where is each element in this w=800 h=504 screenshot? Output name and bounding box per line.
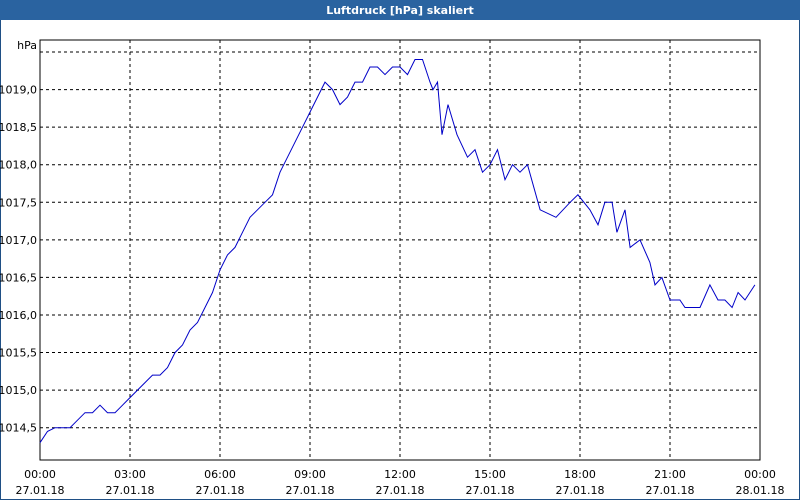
x-tick-date: 27.01.18: [646, 484, 695, 497]
data-line: [39, 59, 756, 443]
x-tick-label: 15:00: [474, 468, 506, 481]
x-tick-date: 27.01.18: [16, 484, 65, 497]
x-tick-date: 28.01.18: [736, 484, 785, 497]
x-tick-label: 00:00: [744, 468, 776, 481]
x-tick-date: 27.01.18: [466, 484, 515, 497]
y-tick-label: 1015,5: [0, 347, 37, 360]
y-tick-label: 1016,5: [0, 271, 37, 284]
y-tick-label: 1016,0: [0, 309, 37, 322]
chart-title: Luftdruck [hPa] skaliert: [326, 4, 474, 17]
x-tick-date: 27.01.18: [286, 484, 335, 497]
x-tick-date: 27.01.18: [376, 484, 425, 497]
x-tick-date: 27.01.18: [106, 484, 155, 497]
y-tick-label: 1018,0: [0, 159, 37, 172]
y-tick-label: hPa: [17, 39, 37, 52]
x-tick-label: 18:00: [564, 468, 596, 481]
x-tick-label: 09:00: [294, 468, 326, 481]
x-tick-label: 03:00: [114, 468, 146, 481]
y-tick-label: 1017,5: [0, 196, 37, 209]
y-tick-label: 1017,0: [0, 234, 37, 247]
x-tick-date: 27.01.18: [556, 484, 605, 497]
y-tick-label: 1014,5: [0, 422, 37, 435]
x-tick-label: 21:00: [654, 468, 686, 481]
x-tick-label: 06:00: [204, 468, 236, 481]
x-tick-date: 27.01.18: [196, 484, 245, 497]
y-tick-label: 1018,5: [0, 121, 37, 134]
x-tick-label: 00:00: [24, 468, 56, 481]
y-tick-label: 1019,0: [0, 84, 37, 97]
title-bar: [0, 0, 800, 20]
y-tick-label: 1015,0: [0, 384, 37, 397]
x-tick-label: 12:00: [384, 468, 416, 481]
